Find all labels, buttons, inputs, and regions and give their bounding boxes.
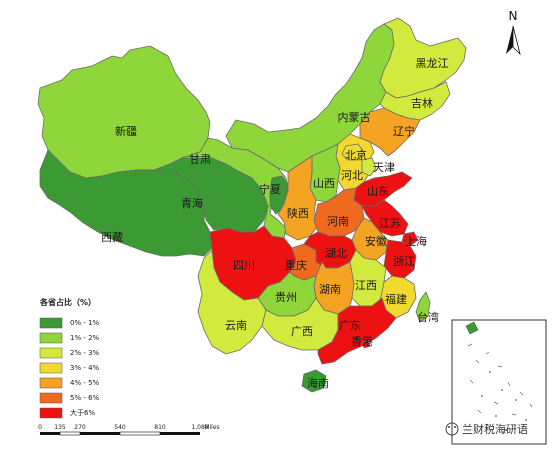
label-beijing: 北京	[345, 148, 367, 162]
province-taiwan	[415, 291, 431, 323]
legend-swatch	[39, 332, 63, 344]
scale-tick-label: 135	[54, 424, 66, 431]
scale-unit-label: Miles	[204, 424, 219, 431]
province-xianggang	[361, 339, 371, 349]
label-xizang: 西藏	[101, 231, 123, 244]
province-shanghai	[401, 231, 419, 247]
province-shaanxi	[277, 155, 319, 241]
label-guizhou: 贵州	[275, 291, 297, 304]
scale-tick-label: 810	[154, 424, 166, 431]
scale-tick-label: 1,080	[191, 424, 208, 431]
label-shandong: 山东	[367, 185, 389, 198]
label-hebei: 河北	[341, 169, 363, 182]
watermark: 兰财税海研语	[445, 422, 528, 436]
label-qinghai: 青海	[181, 196, 203, 210]
legend-swatch	[39, 317, 63, 329]
label-sichuan: 四川	[233, 259, 255, 272]
legend-swatch	[39, 347, 63, 359]
legend-label: 大于6%	[70, 408, 95, 417]
label-jiangsu: 江苏	[379, 217, 401, 230]
scale-tick-label: 0	[38, 424, 42, 431]
watermark-text: 兰财税海研语	[462, 422, 528, 436]
label-xianggang: 香港	[351, 335, 373, 348]
label-taiwan: 台湾	[417, 310, 439, 324]
legend-label: 3% - 4%	[70, 364, 100, 372]
north-label: N	[509, 9, 518, 23]
label-jiangxi: 江西	[355, 279, 377, 292]
label-jilin: 吉林	[411, 96, 433, 110]
province-jiangsu	[361, 199, 409, 237]
label-tianjin: 天津	[373, 161, 395, 174]
scale-tick-label: 540	[114, 424, 126, 431]
label-yunnan: 云南	[225, 319, 247, 332]
province-hainan	[301, 369, 327, 393]
label-liaoning: 辽宁	[393, 124, 415, 138]
province-tianjin	[361, 157, 377, 177]
province-label-layer: 新疆 西藏 青海 甘肃 内蒙古 黑龙江 吉林 辽宁 北京 天津 河北 山西 宁夏…	[101, 57, 449, 390]
legend-label: 2% - 3%	[70, 349, 100, 357]
province-layer	[37, 17, 467, 393]
label-ningxia: 宁夏	[259, 182, 281, 196]
label-henan: 河南	[327, 215, 349, 228]
label-neimenggu: 内蒙古	[338, 110, 371, 124]
label-hunan: 湖南	[319, 283, 341, 296]
legend-swatch	[39, 407, 63, 419]
label-xinjiang: 新疆	[115, 124, 137, 138]
label-hainan: 海南	[307, 376, 329, 390]
province-fujian	[379, 275, 417, 319]
legend-swatch	[39, 392, 63, 404]
label-fujian: 福建	[385, 292, 407, 306]
legend-label: 0% - 1%	[70, 319, 100, 327]
south-china-sea-inset	[451, 319, 547, 445]
province-beijing	[341, 143, 365, 161]
province-heilongjiang	[379, 17, 467, 99]
scale-tick-label: 270	[74, 424, 86, 431]
legend-label: 5% - 6%	[70, 394, 100, 402]
label-shanghai: 上海	[405, 234, 427, 248]
label-hubei: 湖北	[325, 247, 347, 260]
legend-swatch	[39, 362, 63, 374]
province-zhejiang	[383, 239, 417, 279]
label-heilongjiang: 黑龙江	[416, 57, 449, 70]
legend-title: 各省占比（%）	[39, 297, 96, 307]
label-gansu: 甘肃	[189, 153, 211, 166]
legend: 各省占比（%） 0% - 1% 1% - 2% 2% - 3% 3% - 4% 4% -…	[39, 297, 100, 419]
legend-swatch	[39, 377, 63, 389]
province-yunnan	[197, 249, 267, 355]
label-shaanxi: 陕西	[287, 206, 309, 220]
label-shanxi: 山西	[313, 177, 335, 190]
legend-label: 1% - 2%	[70, 334, 100, 342]
label-anhui: 安徽	[365, 234, 387, 248]
legend-label: 4% - 5%	[70, 379, 100, 387]
label-guangxi: 广西	[291, 325, 313, 338]
north-arrow: N	[506, 9, 521, 56]
label-guangdong: 广东	[339, 319, 361, 332]
label-chongqing: 重庆	[285, 258, 307, 272]
label-zhejiang: 浙江	[393, 255, 415, 268]
